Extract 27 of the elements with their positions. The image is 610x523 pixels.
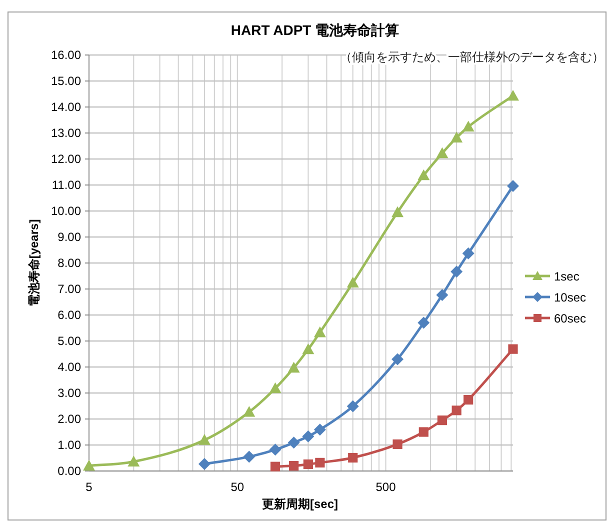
chart-subtitle: （傾向を示すため、一部仕様外のデータを含む） — [340, 50, 604, 64]
y-tick-label: 9.00 — [58, 230, 82, 244]
y-tick-label: 6.00 — [58, 308, 82, 322]
y-tick-label: 12.00 — [50, 152, 82, 166]
y-tick-label: 14.00 — [50, 100, 82, 114]
legend-label: 60sec — [554, 312, 586, 326]
y-tick-label: 7.00 — [58, 282, 82, 296]
x-axis-title: 更新周期[sec] — [262, 497, 338, 511]
y-tick-label: 4.00 — [58, 360, 82, 374]
y-tick-label: 1.00 — [58, 438, 82, 452]
y-tick-label: 10.00 — [50, 204, 82, 218]
y-tick-label: 0.00 — [58, 464, 82, 478]
y-tick-label: 3.00 — [58, 386, 82, 400]
x-tick-label: 500 — [376, 480, 396, 494]
y-tick-label: 8.00 — [58, 256, 82, 270]
chart-title: HART ADPT 電池寿命計算 — [230, 22, 400, 38]
x-tick-label: 5 — [86, 480, 93, 494]
legend-label: 1sec — [554, 270, 580, 284]
y-tick-label: 15.00 — [50, 74, 82, 88]
y-tick-label: 5.00 — [58, 334, 82, 348]
y-tick-label: 11.00 — [52, 178, 82, 192]
y-tick-label: 16.00 — [50, 48, 82, 62]
x-tick-label: 50 — [230, 480, 244, 494]
y-tick-label: 2.00 — [58, 412, 82, 426]
y-axis-title: 電池寿命[years] — [27, 219, 41, 307]
legend-label: 10sec — [554, 290, 586, 304]
y-tick-label: 13.00 — [50, 126, 82, 140]
